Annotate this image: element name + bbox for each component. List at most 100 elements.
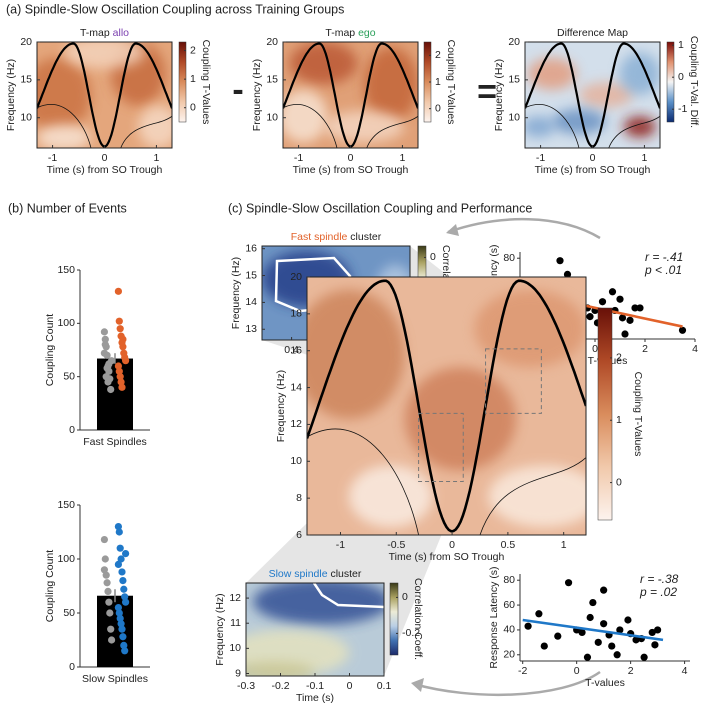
colorbar-tick-label: 0: [402, 591, 408, 603]
data-dot: [114, 523, 122, 531]
panel-b-header: (b) Number of Events: [8, 201, 127, 215]
y-axis-label: Response Latency (s): [488, 566, 500, 668]
colorbar-tick-label: -1: [678, 103, 687, 115]
point: [563, 270, 572, 278]
point: [648, 628, 656, 637]
heatmap-blob: [37, 124, 91, 148]
y-axis-label: Frequency (Hz): [5, 59, 17, 131]
contour: [283, 104, 418, 148]
point: [586, 313, 594, 321]
x-tick-label: 0: [347, 680, 353, 692]
y-tick-label: 0: [69, 424, 75, 436]
y-tick-label: 11: [230, 617, 241, 629]
y-tick-label: 18: [290, 308, 302, 320]
stat-annotation: r = -.41: [645, 250, 683, 264]
data-dot: [116, 614, 124, 623]
colorbar-tick-label: 1: [435, 76, 441, 88]
chart-title: T-map ego: [325, 27, 375, 39]
y-axis-label: Coupling Count: [44, 550, 56, 622]
y-tick-label: 40: [503, 624, 515, 636]
y-axis-label: Frequency (Hz): [493, 59, 505, 131]
data-dot: [120, 641, 128, 650]
point: [616, 295, 624, 303]
point: [636, 304, 644, 312]
data-dot: [105, 598, 113, 606]
x-tick-label: -2: [518, 665, 527, 677]
data-dot: [100, 535, 108, 544]
chart-title: Slow spindle cluster: [269, 568, 362, 580]
heatmap-blob: [138, 105, 172, 148]
y-tick-label: 60: [503, 599, 515, 611]
data-dot: [104, 378, 112, 386]
point: [624, 616, 632, 624]
point: [594, 638, 602, 646]
x-tick-label: 0.5: [501, 539, 516, 551]
y-tick-label: 150: [57, 499, 75, 511]
point: [618, 314, 627, 322]
colorbar-label: Coupling T-Values: [200, 40, 212, 125]
data-dot: [117, 378, 125, 386]
data-dot: [101, 341, 109, 349]
y-tick-label: 20: [290, 271, 302, 283]
data-dot: [119, 335, 127, 343]
colorbar-tick-label: 2: [616, 352, 622, 364]
contour: [525, 104, 660, 148]
data-dot: [101, 335, 109, 343]
arrow-head: [446, 224, 459, 236]
panel-a-header: (a) Spindle-Slow Oscillation Coupling ac…: [6, 2, 344, 16]
point: [621, 330, 629, 338]
colorbar-label: Correlation Coeff.: [412, 578, 424, 660]
point: [613, 651, 621, 659]
y-tick-label: 20: [508, 36, 520, 48]
data-dot: [114, 287, 122, 295]
data-dot: [122, 357, 130, 365]
x-tick-label: 0: [102, 152, 108, 164]
fit-line: [522, 618, 664, 642]
x-axis-label: Time (s) from SO Trough: [47, 164, 163, 176]
data-dot: [117, 555, 125, 563]
title-part: T-map: [325, 27, 358, 39]
point: [564, 579, 573, 587]
x-tick-label: -1: [48, 152, 57, 164]
heatmap-blob: [527, 57, 577, 90]
y-tick-label: 10: [20, 111, 32, 123]
y-tick-label: 14: [245, 296, 257, 308]
point: [598, 298, 607, 306]
x-tick-label: 2: [628, 665, 634, 677]
point: [600, 586, 608, 594]
point: [616, 626, 624, 634]
y-tick-label: 20: [266, 36, 278, 48]
data-dot: [119, 577, 127, 585]
data-dot: [121, 647, 129, 655]
x-tick-label: 0.1: [377, 680, 392, 692]
x-axis-label: Time (s) from SO Trough: [293, 164, 409, 176]
equals-operator: =: [477, 73, 497, 111]
x-tick-label: 1: [561, 539, 567, 551]
heatmap-image: [37, 42, 172, 148]
y-tick-label: 15: [266, 74, 278, 86]
data-dot: [102, 571, 110, 579]
y-tick-label: 8: [296, 492, 302, 504]
x-tick-label: -1: [336, 539, 345, 551]
chart-title: Difference Map: [557, 27, 628, 39]
y-tick-label: 15: [20, 74, 32, 86]
bar: [97, 595, 133, 667]
title-part: cluster: [328, 568, 362, 580]
data-dot: [104, 587, 112, 596]
data-dot: [115, 609, 123, 617]
data-dot: [119, 633, 127, 641]
y-tick-label: 50: [63, 370, 75, 382]
x-tick-label: 0.4: [284, 344, 299, 356]
colorbar: [597, 307, 613, 521]
x-tick-label: 1: [154, 152, 160, 164]
point: [556, 257, 564, 265]
heatmap-blob: [283, 89, 328, 143]
bar: [97, 358, 133, 430]
arrow: [413, 670, 601, 697]
colorbar-tick-label: 1: [678, 39, 684, 51]
title-part: Slow spindle: [269, 568, 328, 580]
y-tick-label: 100: [57, 553, 75, 565]
x-axis-label: Time (s) from SO Trough: [535, 164, 651, 176]
heatmap-blob: [488, 465, 586, 528]
point: [654, 626, 662, 634]
